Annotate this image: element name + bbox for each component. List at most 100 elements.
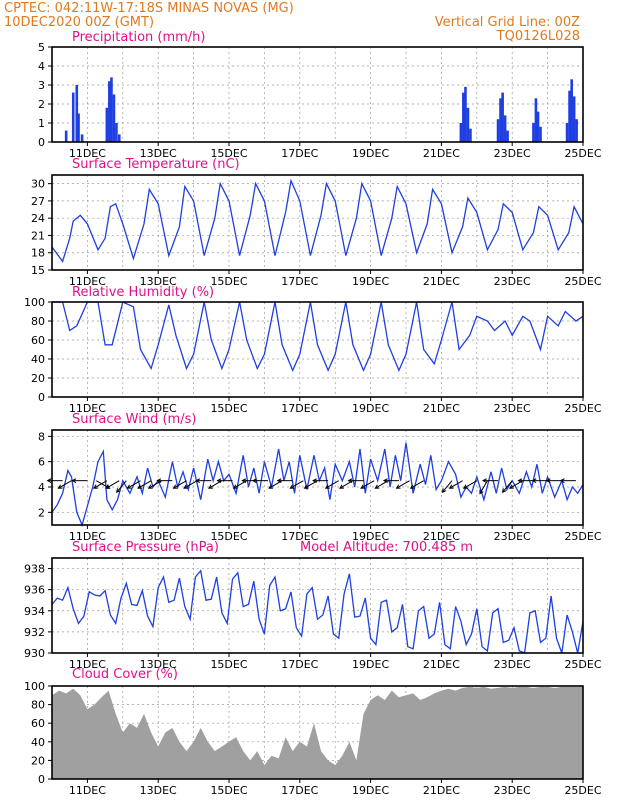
y-tick-label: 2 — [38, 98, 45, 111]
precip-bar — [499, 98, 502, 142]
x-tick-label: 17DEC — [281, 402, 318, 415]
x-tick-label: 11DEC — [69, 147, 106, 160]
precip-bar — [117, 134, 121, 142]
wind-vector-head — [241, 478, 247, 484]
panel-frame — [51, 557, 584, 654]
y-tick-label: 936 — [24, 584, 45, 597]
wind-vector-head — [501, 488, 507, 493]
precip-bar — [572, 96, 576, 142]
wind-vector-head — [137, 484, 143, 489]
x-tick-label: 23DEC — [494, 402, 531, 415]
y-tick-label: 15 — [31, 264, 45, 277]
y-tick-label: 5 — [38, 41, 45, 54]
y-tick-label: 40 — [31, 353, 45, 366]
wind-vector-head — [339, 484, 344, 489]
wind-vector — [106, 480, 120, 489]
wind-vector-head — [479, 489, 484, 495]
panel-frame — [51, 301, 584, 398]
wind-vector-head — [360, 484, 366, 489]
panel-4: 930 932 934 936 938 11DEC 13DEC 15DEC 17DEC 19DEC… — [24, 540, 602, 671]
panels: 0 1 2 3 4 5 11DEC 13DEC 15DEC 17DEC 19DEC 21DEC 23DE… — [24, 30, 602, 797]
header-grid-note: Vertical Grid Line: 00Z — [435, 15, 580, 30]
wind-vector-head — [545, 478, 551, 484]
panel-1: 15 18 21 24 27 30 11DEC 13DEC 15DEC 17DEC 19DEC 21D… — [31, 157, 602, 288]
x-tick-label: 19DEC — [352, 402, 389, 415]
precip-bar — [71, 92, 75, 142]
x-tick-label: 25DEC — [564, 530, 601, 543]
x-tick-label: 19DEC — [352, 530, 389, 543]
y-tick-label: 4 — [38, 60, 45, 73]
y-tick-label: 1 — [38, 117, 45, 130]
precip-bar — [568, 90, 571, 142]
wind-vector-head — [409, 484, 415, 489]
y-tick-label: 40 — [31, 736, 45, 749]
wind-vector-head — [441, 488, 447, 493]
wind-vector-head — [324, 484, 330, 489]
wind-vector-head — [232, 484, 238, 489]
y-tick-label: 100 — [24, 296, 45, 309]
x-tick-label: 21DEC — [423, 784, 460, 797]
wind-vector — [410, 480, 424, 489]
wind-vector-head — [312, 478, 317, 484]
precip-bar — [108, 81, 111, 142]
precip-bar — [532, 123, 535, 142]
panel-title: Surface Temperature (nC) — [72, 157, 240, 172]
header-location: CPTEC: 042:11W-17:18S MINAS NOVAS (MG) — [4, 1, 294, 16]
panel-title: Surface Wind (m/s) — [72, 412, 196, 427]
precip-bar — [534, 98, 538, 142]
wind-vector — [58, 480, 72, 489]
precip-bar — [501, 92, 504, 142]
x-tick-label: 15DEC — [210, 275, 247, 288]
wind-vector-head — [268, 484, 274, 489]
panel-5: 0 20 40 60 80 100 11DEC 13DEC 15DEC 17DEC 19DEC 21D… — [24, 667, 602, 797]
x-tick-label: 25DEC — [564, 784, 601, 797]
x-tick-label: 11DEC — [69, 530, 106, 543]
x-tick-label: 25DEC — [564, 275, 601, 288]
wind-vector — [290, 480, 304, 489]
precip-bar — [506, 130, 509, 142]
x-tick-label: 13DEC — [140, 784, 177, 797]
y-tick-label: 18 — [31, 247, 45, 260]
panel-title: Surface Pressure (hPa) — [72, 540, 219, 555]
x-tick-label: 15DEC — [210, 530, 247, 543]
x-tick-label: 11DEC — [69, 658, 106, 671]
x-tick-label: 23DEC — [494, 147, 531, 160]
y-tick-label: 4 — [38, 481, 45, 494]
precip-bar — [80, 134, 84, 142]
wind-vector-head — [183, 484, 189, 489]
x-tick-label: 11DEC — [69, 402, 106, 415]
y-tick-label: 3 — [38, 79, 45, 92]
wind-vector — [93, 480, 108, 489]
x-tick-label: 15DEC — [210, 658, 247, 671]
x-tick-label: 21DEC — [423, 275, 460, 288]
x-tick-label: 13DEC — [140, 658, 177, 671]
wind-vector — [463, 480, 478, 489]
wind-vector — [360, 480, 375, 489]
y-tick-label: 80 — [31, 699, 45, 712]
panel-title: Precipitation (mm/h) — [72, 30, 205, 45]
y-tick-label: 60 — [31, 334, 45, 347]
series-line — [51, 178, 584, 263]
wind-vector — [116, 480, 127, 493]
precip-bar — [503, 115, 507, 142]
precip-bar — [469, 128, 472, 142]
wind-vector-head — [126, 484, 132, 489]
panel-annotation: Model Altitude: 700.485 m — [300, 540, 473, 555]
wind-vector-head — [156, 478, 162, 484]
series-line — [51, 442, 584, 527]
wind-vector — [173, 480, 187, 489]
precip-bar — [496, 119, 500, 142]
y-tick-label: 6 — [38, 456, 45, 469]
y-tick-label: 8 — [38, 430, 45, 443]
y-tick-label: 20 — [31, 754, 45, 767]
wind-vector — [127, 480, 141, 489]
x-tick-label: 21DEC — [423, 658, 460, 671]
wind-vector-head — [517, 478, 523, 484]
y-tick-label: 100 — [24, 680, 45, 693]
y-tick-label: 934 — [24, 605, 45, 618]
x-tick-label: 17DEC — [281, 147, 318, 160]
x-tick-label: 11DEC — [69, 784, 106, 797]
precip-bar — [112, 94, 116, 142]
panel-0: 0 1 2 3 4 5 11DEC 13DEC 15DEC 17DEC 19DEC 21DEC 23DE… — [38, 30, 602, 160]
